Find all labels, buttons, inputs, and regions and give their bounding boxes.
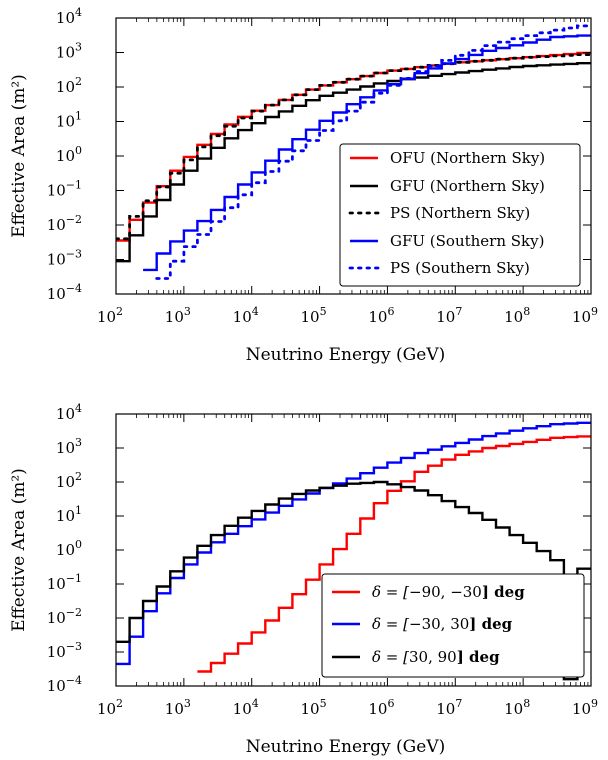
legend-box: [339, 143, 581, 287]
y-tick-label: 101: [56, 110, 82, 131]
y-tick-label: 10−3: [47, 248, 82, 269]
y-axis-label: Effective Area (m²): [9, 74, 29, 238]
x-tick-label: 108: [504, 697, 530, 718]
y-tick-label: 103: [56, 436, 82, 457]
series-line-1: [197, 435, 591, 673]
legend-label: OFU (Northern Sky): [390, 149, 545, 167]
chart-panel-1: 102 103 104 105 106 107 108 109 10−4 10−3 10−2 10−1…: [9, 6, 598, 365]
x-tick-label: 109: [572, 305, 598, 326]
legend-label: GFU (Northern Sky): [390, 177, 545, 195]
legend-label: δ = [30, 90] deg: [372, 648, 500, 666]
y-tick-label: 104: [56, 6, 82, 27]
x-axis-label: Neutrino Energy (GeV): [246, 737, 445, 757]
x-axis-label: Neutrino Energy (GeV): [246, 345, 445, 365]
y-tick-label: 100: [56, 144, 82, 165]
legend: δ = [−90, −30] deg δ = [−30, 30] deg δ = […: [321, 573, 585, 678]
legend-label: PS (Northern Sky): [390, 204, 530, 222]
x-tick-label: 106: [368, 697, 394, 718]
legend-label: δ = [−30, 30] deg: [372, 615, 513, 633]
y-tick-label: 10−1: [47, 572, 82, 593]
series-line-2: [116, 62, 591, 263]
y-tick-label: 101: [56, 504, 82, 525]
y-tick-label: 10−3: [47, 640, 82, 661]
y-tick-label: 104: [56, 402, 82, 423]
x-tick-label: 102: [97, 305, 123, 326]
series-line-4: [143, 34, 591, 272]
x-tick-label: 109: [572, 697, 598, 718]
x-tick-label: 107: [436, 305, 462, 326]
legend-box: [321, 573, 585, 678]
y-tick-label: 103: [56, 41, 82, 62]
x-tick-label: 104: [233, 305, 259, 326]
x-tick-label: 102: [97, 697, 123, 718]
x-tick-label: 105: [301, 305, 327, 326]
x-tick-label: 104: [233, 697, 259, 718]
y-tick-label: 10−4: [47, 674, 82, 695]
x-tick-label: 108: [504, 305, 530, 326]
legend-label: δ = [−90, −30] deg: [372, 583, 525, 601]
y-tick-label: 10−2: [47, 213, 82, 234]
x-tick-label: 105: [301, 697, 327, 718]
legend-label: GFU (Southern Sky): [390, 232, 544, 250]
y-tick-label: 100: [56, 538, 82, 559]
y-axis-label: Effective Area (m²): [9, 468, 29, 632]
series-line-5: [155, 24, 591, 280]
x-tick-label: 106: [368, 305, 394, 326]
y-tick-label: 10−1: [47, 179, 82, 200]
y-tick-label: 102: [56, 470, 82, 491]
x-tick-label: 103: [165, 305, 191, 326]
y-tick-label: 10−2: [47, 606, 82, 627]
series-line-3: [116, 53, 591, 241]
y-tick-label: 10−4: [47, 282, 82, 303]
legend: OFU (Northern Sky) GFU (Northern Sky) PS (…: [339, 143, 581, 287]
chart-panel-2: 102 103 104 105 106 107 108 109 10−4 10−3 10−2 10−1…: [9, 402, 598, 757]
x-tick-label: 103: [165, 697, 191, 718]
x-tick-label: 107: [436, 697, 462, 718]
legend-label: PS (Southern Sky): [390, 259, 530, 277]
y-tick-label: 102: [56, 75, 82, 96]
series-line-3: [116, 480, 591, 681]
